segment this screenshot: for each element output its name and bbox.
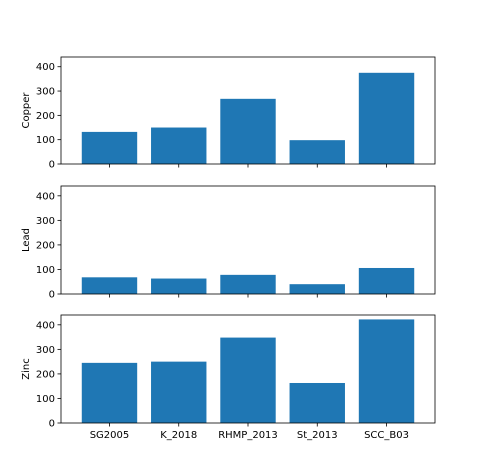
bar-lead-4	[358, 267, 415, 294]
bar-zinc-1	[151, 361, 207, 423]
ytick-label: 400	[36, 191, 55, 202]
ylabel: Lead	[21, 228, 32, 252]
ytick-label: 0	[49, 419, 55, 430]
ytick-label: 200	[36, 369, 55, 380]
subplot-0: 0 100 200 300 400 Copper	[21, 56, 436, 171]
bar-copper-1	[151, 127, 207, 164]
ytick-label: 200	[36, 111, 55, 122]
ytick-label: 200	[36, 240, 55, 251]
ylabel: Copper	[21, 92, 32, 129]
ytick-label: 400	[36, 320, 55, 331]
bar-copper-4	[358, 72, 415, 164]
ytick-label: 0	[49, 160, 55, 171]
bar-copper-0	[81, 131, 138, 164]
bar-zinc-3	[289, 382, 345, 423]
bar-copper-2	[220, 98, 276, 164]
subplot-2: 0 100 200 300 400 SG2005 K_2018 RHMP_2013 St_201…	[21, 314, 436, 441]
bar-lead-1	[151, 278, 207, 294]
bar-zinc-4	[358, 319, 415, 423]
ytick-label: 100	[36, 135, 55, 146]
bar-zinc-2	[220, 337, 276, 423]
xtick-label: SG2005	[90, 430, 130, 441]
ytick-label: 300	[36, 87, 55, 98]
ytick-label: 100	[36, 265, 55, 276]
ytick-label: 100	[36, 394, 55, 405]
xtick-label: RHMP_2013	[218, 430, 278, 441]
xtick-label: SCC_B03	[364, 430, 409, 441]
bar-lead-3	[289, 284, 345, 294]
bar-zinc-0	[81, 362, 138, 423]
bar-copper-3	[289, 140, 345, 164]
bar-lead-2	[220, 274, 276, 294]
subplot-1: 0 100 200 300 400 Lead	[21, 185, 436, 301]
ylabel: Zinc	[21, 358, 32, 379]
xtick-label: St_2013	[297, 430, 338, 441]
ytick-label: 300	[36, 216, 55, 227]
ytick-label: 0	[49, 290, 55, 301]
ytick-label: 400	[36, 62, 55, 73]
xtick-label: K_2018	[160, 430, 197, 441]
ytick-label: 300	[36, 345, 55, 356]
bar-lead-0	[81, 277, 138, 294]
